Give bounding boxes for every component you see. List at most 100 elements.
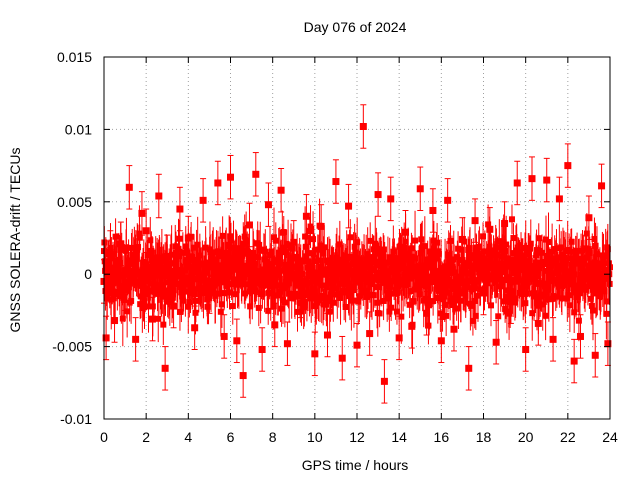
noise-marker [430,237,437,244]
noise-marker [493,244,500,251]
noise-marker [411,286,418,293]
data-point [345,202,353,210]
noise-marker [557,274,564,281]
noise-marker [572,253,579,260]
noise-marker [474,292,481,299]
data-point [104,259,112,267]
data-point [528,175,536,183]
noise-marker [506,260,513,267]
data-point [170,302,178,310]
noise-marker [535,235,542,242]
data-point [125,183,133,191]
noise-marker [253,280,260,287]
data-point [277,186,285,194]
noise-marker [137,301,144,308]
noise-marker [272,237,279,244]
data-point [191,324,199,332]
data-point [416,185,424,193]
noise-marker [305,268,312,275]
noise-marker [241,233,248,240]
noise-marker [596,261,603,268]
noise-marker [595,278,602,285]
noise-marker [230,276,237,283]
noise-marker [153,272,160,279]
noise-marker [190,275,197,282]
y-tick-label: 0.01 [65,121,92,137]
noise-marker [145,268,152,275]
noise-marker [539,301,546,308]
noise-marker [582,245,589,252]
noise-marker [335,290,342,297]
noise-marker [136,268,143,275]
noise-marker [544,252,551,259]
noise-marker [439,313,446,320]
noise-marker [227,237,234,244]
noise-marker [564,295,571,302]
data-point [465,364,473,372]
noise-marker [227,233,234,240]
noise-marker [426,300,433,307]
noise-marker [138,278,145,285]
data-point [121,285,129,293]
noise-marker [133,261,140,268]
noise-marker [270,234,277,241]
data-point [283,340,291,348]
noise-marker [288,295,295,302]
noise-marker [503,255,510,262]
noise-marker [238,251,245,258]
noise-marker [298,308,305,315]
x-tick-label: 14 [391,429,407,445]
noise-marker [401,244,408,251]
noise-marker [108,255,115,262]
noise-marker [402,238,409,245]
data-point [311,350,319,358]
x-tick-label: 22 [560,429,576,445]
noise-marker [464,284,471,291]
noise-marker [119,315,126,322]
x-tick-label: 6 [227,429,235,445]
noise-marker [324,294,331,301]
noise-marker [302,243,309,250]
data-point [148,315,156,323]
noise-marker [441,301,448,308]
noise-marker [590,307,597,314]
noise-marker [600,258,607,265]
data-point [184,234,192,242]
noise-marker [399,265,406,272]
noise-marker [425,322,432,329]
noise-marker [318,263,325,270]
noise-marker [575,317,582,324]
noise-marker [277,259,284,266]
noise-marker [155,315,162,322]
noise-marker [542,312,549,319]
noise-marker [355,298,362,305]
x-tick-label: 24 [602,429,618,445]
noise-marker [182,288,189,295]
noise-marker [409,245,416,252]
data-point [401,228,409,236]
y-tick-labels: -0.01 -0.005 0 0.005 0.01 0.015 [52,49,92,427]
noise-marker [303,253,310,260]
noise-marker [522,300,529,307]
noise-marker [545,296,552,303]
noise-marker [275,292,282,299]
noise-marker [218,301,225,308]
noise-marker [439,276,446,283]
noise-marker [291,293,298,300]
noise-marker [430,298,437,305]
noise-marker [523,290,530,297]
data-point [227,173,234,181]
noise-marker [367,237,374,244]
noise-marker [491,248,498,255]
noise-marker [246,268,253,275]
noise-marker [184,264,191,271]
noise-marker [416,263,423,270]
noise-marker [502,293,509,300]
noise-marker [407,288,414,295]
noise-marker [236,245,243,252]
x-tick-label: 0 [100,429,108,445]
noise-marker [568,238,575,245]
noise-marker [154,290,161,297]
x-axis-label: GPS time / hours [302,457,409,473]
noise-marker [259,290,266,297]
